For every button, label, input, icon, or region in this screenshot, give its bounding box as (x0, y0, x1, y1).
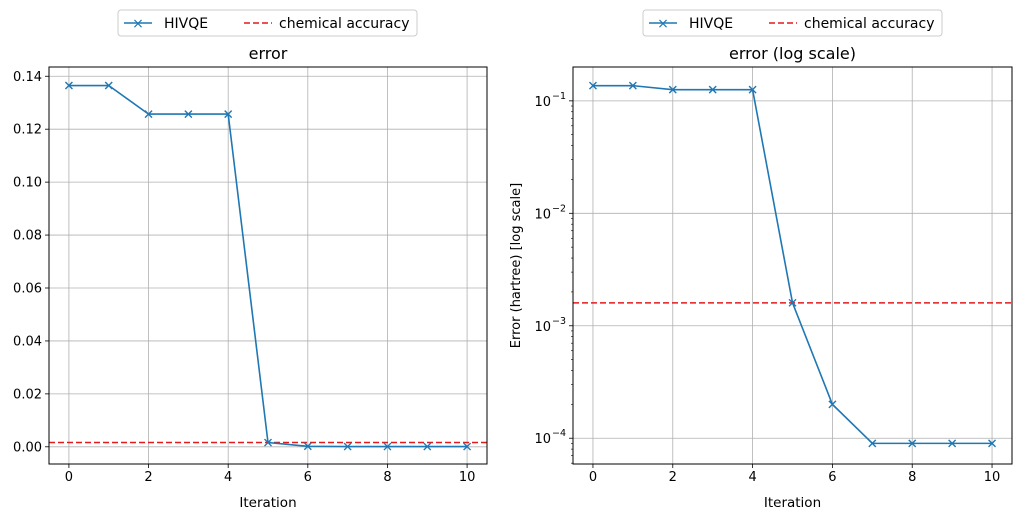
y-tick-label: 10 (534, 95, 551, 110)
x-tick-label: 6 (304, 470, 312, 485)
y-axis-label: Error (hartree) [log scale] (509, 183, 524, 348)
x-tick-label: 4 (748, 470, 756, 485)
data-point (64, 81, 73, 90)
data-point-stroke (383, 442, 392, 451)
x-tick-label: 10 (984, 470, 1001, 485)
data-point-stroke (64, 81, 73, 90)
plot-area: 0 2 4 6 8 10 0.00 0.02 0.04 0.06 0.08 0.10 0.12 0.14 (13, 66, 488, 485)
y-tick-label: 0.10 (13, 176, 42, 191)
data-point (868, 439, 877, 448)
x-tick-label: 10 (459, 470, 476, 485)
y-tick-label: 10 (534, 207, 551, 222)
data-point (343, 442, 352, 451)
data-point-stroke (948, 439, 957, 448)
data-point-stroke (868, 439, 877, 448)
y-tick-label: 0.06 (13, 281, 42, 296)
series-line (68, 84, 468, 448)
axes-frame (48, 66, 488, 465)
data-point-stroke (708, 85, 717, 94)
data-point (908, 439, 917, 448)
data-point-stroke (908, 439, 917, 448)
y-tick-label: 10 (534, 320, 551, 335)
y-tick-label-exponent: −3 (552, 316, 566, 327)
data-point (668, 85, 677, 94)
data-point-stroke (668, 85, 677, 94)
x-tick-label: 6 (828, 470, 836, 485)
axes-frame (572, 66, 1013, 465)
data-point-stroke (423, 442, 432, 451)
data-point-stroke (748, 85, 757, 94)
y-tick-label: 0.08 (13, 229, 42, 244)
data-point (588, 81, 597, 90)
y-tick-label-exponent: −4 (552, 428, 566, 439)
legend-label-hline: chemical accuracy (279, 16, 410, 32)
data-point-stroke (303, 442, 312, 451)
data-point (303, 442, 312, 451)
data-point-stroke (184, 110, 193, 119)
error-chart: × HIVQE chemical accuracy error 0 2 4 6 8 100… (13, 9, 488, 511)
legend-label-hline: chemical accuracy (804, 16, 935, 32)
data-point (104, 81, 113, 90)
y-tick-label: 0.14 (13, 70, 42, 85)
x-tick-label: 8 (908, 470, 916, 485)
error-log-chart: × HIVQE chemical accuracy error (log sca… (509, 9, 1013, 511)
data-point-stroke (588, 81, 597, 90)
x-tick-label: 2 (144, 470, 152, 485)
x-tick-label: 4 (224, 470, 232, 485)
y-tick-label: 0.12 (13, 123, 42, 138)
legend-label-series: HIVQE (164, 16, 208, 32)
data-point (423, 442, 432, 451)
data-point (224, 110, 233, 119)
y-tick-label: 0.02 (13, 387, 42, 402)
data-point (628, 81, 637, 90)
legend-swatch-marker: × (132, 16, 144, 32)
y-tick-label-exponent: −1 (552, 91, 566, 102)
x-axis-label: Iteration (764, 495, 821, 511)
data-point (463, 442, 472, 451)
chart-title: error (249, 44, 288, 63)
x-axis-label: Iteration (239, 495, 296, 511)
data-point (748, 85, 757, 94)
data-point-stroke (788, 298, 797, 307)
legend: × HIVQE chemical accuracy (117, 9, 418, 37)
legend: × HIVQE chemical accuracy (642, 9, 943, 37)
data-point (828, 400, 837, 409)
y-tick-label: 0.00 (13, 440, 42, 455)
series-line (592, 84, 993, 445)
data-point-stroke (988, 439, 997, 448)
x-tick-label: 2 (669, 470, 677, 485)
data-point-stroke (104, 81, 113, 90)
x-tick-label: 0 (65, 470, 73, 485)
data-point-stroke (628, 81, 637, 90)
y-tick-label: 0.04 (13, 334, 42, 349)
data-point (144, 110, 153, 119)
data-point-stroke (828, 400, 837, 409)
data-point-stroke (264, 438, 272, 447)
legend-swatch-marker: × (657, 16, 669, 32)
x-tick-label: 0 (589, 470, 597, 485)
data-point (708, 85, 717, 94)
chart-title: error (log scale) (729, 44, 856, 63)
data-point-stroke (343, 442, 352, 451)
data-point (788, 298, 797, 307)
data-point (948, 439, 957, 448)
data-point-stroke (144, 110, 153, 119)
y-tick-label: 10 (534, 432, 551, 447)
data-point (184, 110, 193, 119)
y-tick-label-exponent: −2 (552, 203, 566, 214)
data-point (383, 442, 392, 451)
data-point-stroke (463, 442, 472, 451)
data-point (264, 438, 272, 447)
legend-label-series: HIVQE (689, 16, 733, 32)
data-point-stroke (224, 110, 233, 119)
x-tick-label: 8 (383, 470, 391, 485)
data-point (988, 439, 997, 448)
